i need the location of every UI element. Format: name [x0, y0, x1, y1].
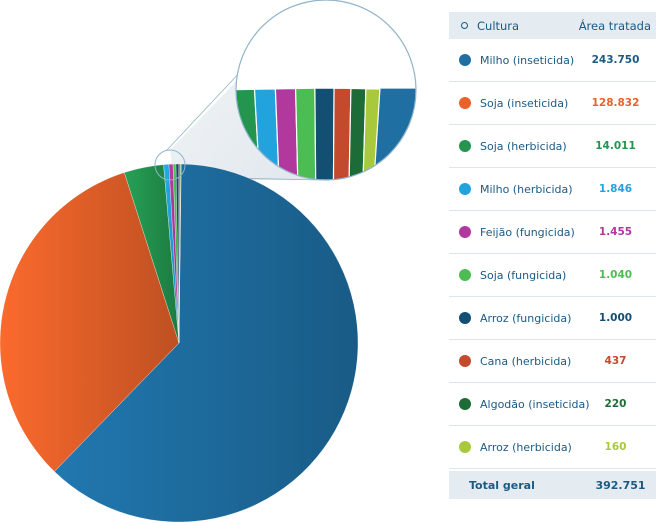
legend-label: Soja (herbicida): [480, 139, 567, 153]
legend-label: Feijão (fungicida): [480, 225, 575, 239]
legend-total-value: 392.751: [595, 478, 646, 492]
legend-row: Arroz (herbicida) 160: [449, 426, 656, 469]
legend-swatch: [459, 226, 471, 238]
legend-label: Soja (fungicida): [480, 268, 567, 282]
pie-slices: [0, 163, 359, 523]
magnifier-border: [235, 0, 417, 181]
pie-slice: [0, 172, 180, 472]
legend-total-label: Total geral: [469, 478, 535, 492]
legend-row: Milho (herbicida) 1.846: [449, 168, 656, 211]
legend-total-row: Total geral 392.751: [449, 471, 656, 499]
legend-value: 1.040: [598, 269, 633, 281]
legend-value: 220: [604, 398, 627, 410]
legend-swatch: [459, 355, 471, 367]
legend-header-area: Área tratada: [578, 18, 651, 33]
zoom-source-ring: [154, 149, 186, 181]
pie-slice: [178, 163, 182, 344]
legend-swatch: [459, 183, 471, 195]
zoom-slice: [294, 87, 317, 180]
legend-value: 160: [604, 441, 627, 453]
legend-swatch: [459, 97, 471, 109]
legend-table: Cultura Área tratada Milho (inseticida) 2…: [449, 12, 656, 469]
legend-swatch: [459, 441, 471, 453]
zoom-slice: [274, 87, 299, 180]
legend-row: Algodão (inseticida) 220: [449, 383, 656, 426]
zoom-slice: [332, 87, 352, 180]
legend-value: 128.832: [591, 97, 640, 109]
zoom-slice: [373, 87, 416, 180]
legend-value: 1.455: [598, 226, 633, 238]
legend-swatch: [459, 398, 471, 410]
legend-label: Arroz (fungicida): [480, 311, 572, 325]
legend-row: Soja (fungicida) 1.040: [449, 254, 656, 297]
legend-swatch: [459, 312, 471, 324]
legend-value: 243.750: [591, 54, 640, 66]
legend-label: Arroz (herbicida): [480, 440, 572, 454]
legend-header: Cultura Área tratada: [449, 12, 656, 39]
legend-row: Cana (herbicida) 437: [449, 340, 656, 383]
zoom-slice: [314, 87, 335, 180]
legend-label: Milho (inseticida): [480, 53, 575, 67]
legend-row: Soja (herbicida) 14.011: [449, 125, 656, 168]
legend-row: Feijão (fungicida) 1.455: [449, 211, 656, 254]
legend-row: Arroz (fungicida) 1.000: [449, 297, 656, 340]
zoom-slice: [348, 87, 367, 180]
legend-rows: Milho (inseticida) 243.750 Soja (inseticid…: [449, 39, 656, 469]
legend-value: 1.000: [598, 312, 633, 324]
legend-label: Milho (herbicida): [480, 182, 573, 196]
legend-swatch: [459, 269, 471, 281]
legend-row: Soja (inseticida) 128.832: [449, 82, 656, 125]
legend-label: Cana (herbicida): [480, 354, 572, 368]
legend-header-culture: Cultura: [477, 18, 520, 33]
legend-value: 1.846: [598, 183, 633, 195]
header-bullet-icon: [461, 22, 468, 29]
legend-swatch: [459, 140, 471, 152]
legend-value: 437: [604, 355, 627, 367]
pie-slice: [54, 163, 359, 523]
legend-label: Algodão (inseticida): [480, 397, 590, 411]
legend-value: 14.011: [595, 140, 636, 152]
legend-swatch: [459, 54, 471, 66]
legend-row: Milho (inseticida) 243.750: [449, 39, 656, 82]
legend-label: Soja (inseticida): [480, 96, 569, 110]
